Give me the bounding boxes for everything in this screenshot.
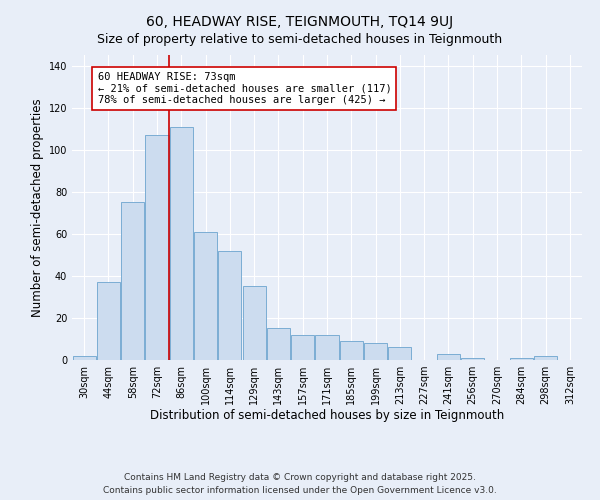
Bar xyxy=(121,202,144,360)
Bar xyxy=(534,356,557,360)
Bar xyxy=(170,126,193,360)
Bar xyxy=(316,335,338,360)
Bar xyxy=(291,335,314,360)
Bar xyxy=(510,358,533,360)
Text: Contains HM Land Registry data © Crown copyright and database right 2025.
Contai: Contains HM Land Registry data © Crown c… xyxy=(103,474,497,495)
Bar xyxy=(97,282,120,360)
Bar xyxy=(73,356,95,360)
Bar xyxy=(242,286,266,360)
X-axis label: Distribution of semi-detached houses by size in Teignmouth: Distribution of semi-detached houses by … xyxy=(150,408,504,422)
Bar xyxy=(218,250,241,360)
Bar xyxy=(364,343,387,360)
Text: 60, HEADWAY RISE, TEIGNMOUTH, TQ14 9UJ: 60, HEADWAY RISE, TEIGNMOUTH, TQ14 9UJ xyxy=(146,15,454,29)
Y-axis label: Number of semi-detached properties: Number of semi-detached properties xyxy=(31,98,44,317)
Bar xyxy=(267,328,290,360)
Text: Size of property relative to semi-detached houses in Teignmouth: Size of property relative to semi-detach… xyxy=(97,32,503,46)
Bar xyxy=(461,358,484,360)
Bar xyxy=(388,348,412,360)
Bar xyxy=(437,354,460,360)
Bar xyxy=(145,135,169,360)
Text: 60 HEADWAY RISE: 73sqm
← 21% of semi-detached houses are smaller (117)
78% of se: 60 HEADWAY RISE: 73sqm ← 21% of semi-det… xyxy=(97,72,391,105)
Bar xyxy=(340,341,363,360)
Bar xyxy=(194,232,217,360)
